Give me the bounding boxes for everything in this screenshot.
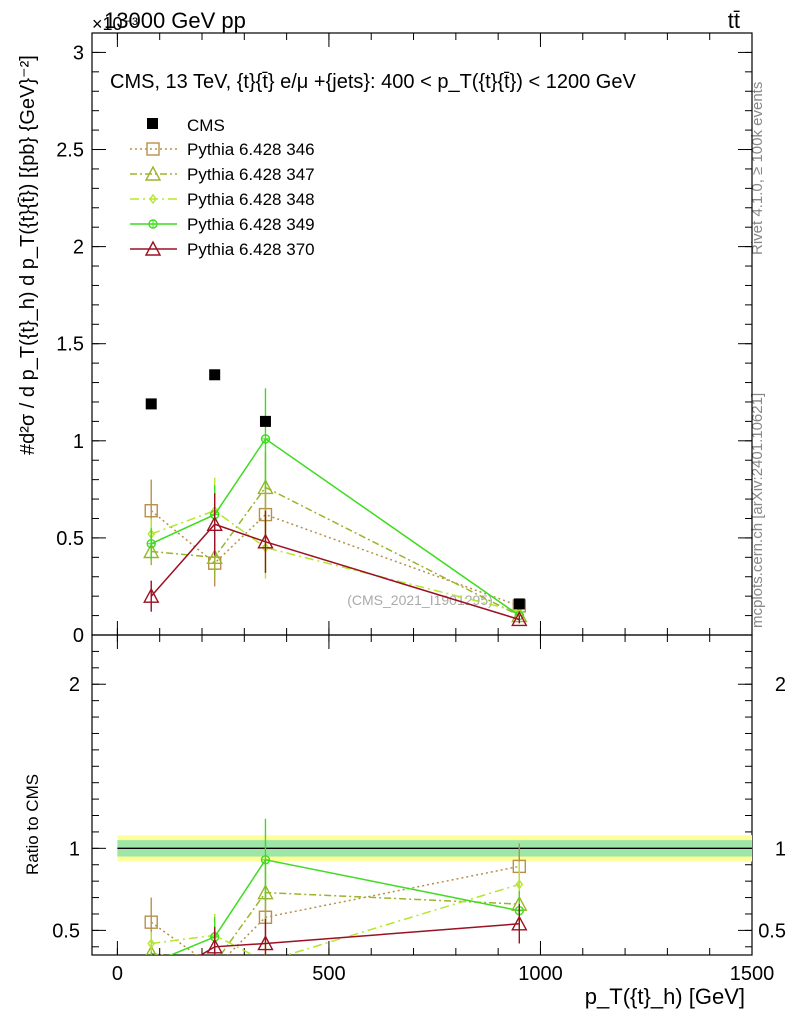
ratio-series-3-point	[262, 958, 268, 966]
legend-label: Pythia 6.428 348	[187, 190, 315, 209]
legend-label: Pythia 6.428 347	[187, 165, 315, 184]
ratio-series-4-line	[169, 858, 520, 955]
ratio-series-group	[144, 818, 528, 991]
main-series-4-point	[146, 539, 156, 549]
ratio-series-2-point	[214, 954, 215, 955]
header-left: 13000 GeV pp	[104, 8, 246, 33]
ratio-y-tick-label-right: 2	[775, 674, 786, 696]
legend-marker	[148, 219, 158, 229]
ratio-series-1-line	[150, 865, 520, 955]
main-series-3-line	[150, 509, 520, 613]
legend-label: Pythia 6.428 370	[187, 240, 315, 259]
main-series-1-point	[144, 504, 158, 518]
ratio-series-4-point-ring	[147, 959, 155, 967]
ratio-series-4-point	[147, 959, 155, 967]
ratio-series-3-line	[151, 883, 520, 955]
ratio-y-axis-label: Ratio to CMS	[23, 774, 42, 875]
x-axis-label: p_T({t}_h) [GeV]	[585, 984, 745, 1009]
main-series-5-point	[257, 533, 274, 549]
ratio-series-1-point	[144, 915, 158, 929]
x-tick-label: 1500	[730, 963, 775, 985]
ratio-series-2-point	[145, 944, 157, 955]
header-right: tt̄	[728, 8, 740, 33]
x-tick-label: 0	[112, 963, 123, 985]
main-y-tick-label: 0	[73, 625, 84, 647]
ratio-y-tick-label-right: 0.5	[758, 920, 786, 942]
ratio-series-3-point	[515, 879, 524, 890]
main-axis-ticks: 0 0.5 1 1.5 2 2.5 3	[56, 33, 753, 647]
ratio-axis-ticks: 0.5 0.5 1 1 2 2 0 500 1000 1500	[52, 635, 786, 985]
ratio-series-5-point	[144, 978, 158, 991]
legend-marker	[146, 142, 160, 156]
x-tick-label: 500	[312, 963, 345, 985]
ratio-series-1-point	[209, 962, 221, 974]
main-series-2-point	[206, 548, 223, 565]
main-series-group	[143, 369, 528, 627]
cms-data-point	[145, 398, 157, 410]
cms-data-point	[209, 369, 221, 381]
x-tick-label: 1000	[518, 963, 563, 985]
ratio-series-5-point	[511, 915, 528, 931]
ratio-y-tick-label: 2	[69, 674, 80, 696]
ratio-frame	[91, 634, 753, 956]
main-series-1-line	[150, 510, 520, 607]
ratio-series-5-line	[199, 923, 520, 955]
ratio-reference-band	[117, 835, 752, 862]
main-y-axis-label: #d²σ / d p_T({t}_h) d p_T({t}{t̄}) [{pb}…	[17, 55, 39, 455]
ratio-y-tick-label: 1	[69, 838, 80, 860]
main-series-4-line	[150, 437, 520, 617]
plot-title: CMS, 13 TeV, {t}{t̄} e/μ +{jets}: 400 < …	[110, 71, 636, 93]
main-y-tick-label: 3	[73, 42, 84, 64]
cms-data-point	[259, 415, 271, 427]
main-series-2-line	[151, 486, 520, 617]
legend-label: Pythia 6.428 349	[187, 215, 315, 234]
ratio-y-tick-label-right: 1	[775, 838, 786, 860]
ratio-series-2-line	[151, 891, 520, 955]
main-y-tick-label: 2.5	[56, 140, 84, 162]
ratio-series-5-point	[257, 935, 274, 951]
ratio-series-5-point	[206, 938, 223, 954]
main-series-5-point	[143, 587, 160, 603]
main-y-tick-label: 1.5	[56, 334, 84, 356]
rivet-label: Rivet 4.1.0, ≥ 100k events	[749, 82, 766, 255]
main-series-5-line	[150, 523, 520, 621]
main-y-tick-label: 0.5	[56, 528, 84, 550]
legend-label: Pythia 6.428 346	[187, 140, 315, 159]
main-series-4-point	[260, 434, 271, 444]
main-y-tick-label: 2	[73, 237, 84, 259]
legend-marker	[149, 193, 157, 205]
main-y-tick-label: 1	[73, 431, 84, 453]
ratio-y-tick-label: 0.5	[52, 920, 80, 942]
legend-cms-label: CMS	[187, 116, 225, 135]
mcplots-label: mcplots.cern.ch [arXiv:2401.10621]	[749, 393, 766, 628]
cms-data-point	[513, 598, 525, 610]
main-series-5-point	[206, 515, 223, 532]
legend-marker	[144, 240, 162, 256]
y-exponent: ×10⁻³	[92, 14, 138, 34]
legend: CMS Pythia 6.428 346 Pythia 6.428 347 Pythi…	[130, 116, 315, 259]
legend-cms-marker	[147, 118, 158, 129]
ratio-series-3-point	[147, 938, 156, 949]
main-series-5-point	[511, 610, 528, 627]
legend-marker	[144, 165, 162, 181]
main-series-2-point	[257, 478, 274, 495]
ratio-series-4-point	[260, 855, 271, 865]
